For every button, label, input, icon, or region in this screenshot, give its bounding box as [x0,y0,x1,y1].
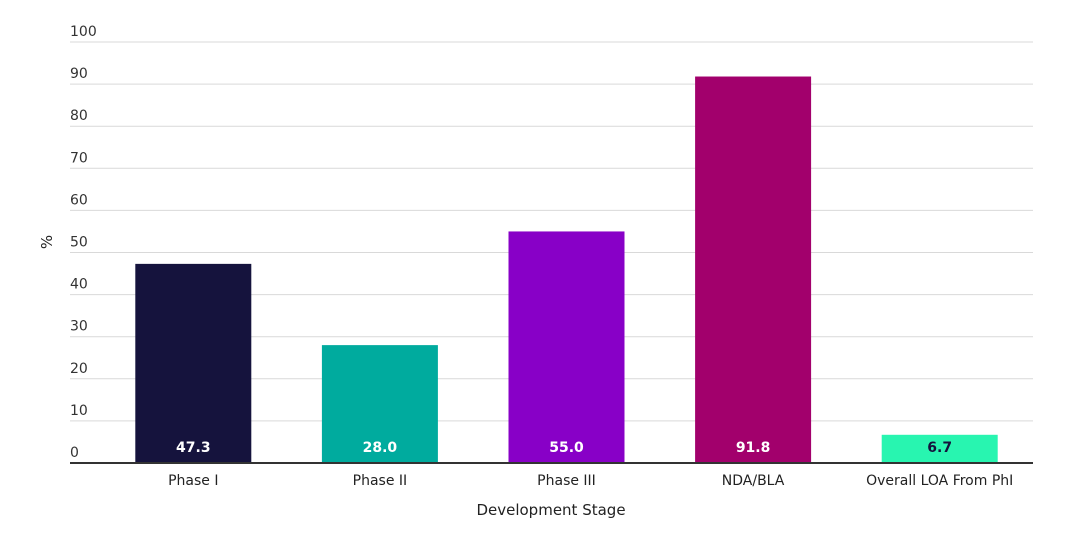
y-tick-label: 90 [70,66,88,82]
y-tick-label: 100 [70,24,97,40]
y-tick-label: 70 [70,150,88,166]
bar [695,76,812,463]
x-tick-label: Phase III [537,473,596,489]
bar [881,434,998,463]
y-tick-label: 80 [70,108,88,124]
y-axis-title: % [38,235,56,249]
x-tick-label: Overall LOA From PhI [866,473,1013,489]
y-tick-label: 0 [70,445,79,461]
x-tick-label: Phase II [353,473,408,489]
y-tick-label: 60 [70,192,88,208]
bar-value-label: 55.0 [549,440,584,456]
bar [508,231,625,463]
bars [135,76,998,463]
bar-value-label: 91.8 [736,440,771,456]
y-axis-ticks: 0 10 20 30 40 50 60 70 80 90 100 [70,24,97,461]
bar-value-label: 47.3 [176,440,211,456]
x-tick-label: Phase I [168,473,218,489]
bar-value-label: 28.0 [363,440,398,456]
y-tick-label: 40 [70,277,88,293]
bar-value-label: 6.7 [927,440,952,456]
x-axis-categories: Phase I Phase II Phase III NDA/BLA Overall L… [168,473,1013,489]
y-tick-label: 10 [70,403,88,419]
bar [135,263,252,463]
x-axis-title: Development Stage [476,501,625,519]
y-tick-label: 20 [70,361,88,377]
y-tick-label: 50 [70,235,88,251]
x-tick-label: NDA/BLA [722,473,785,489]
bar-value-labels: 47.3 28.0 55.0 91.8 6.7 [176,440,952,456]
y-tick-label: 30 [70,319,88,335]
bar [321,345,438,463]
